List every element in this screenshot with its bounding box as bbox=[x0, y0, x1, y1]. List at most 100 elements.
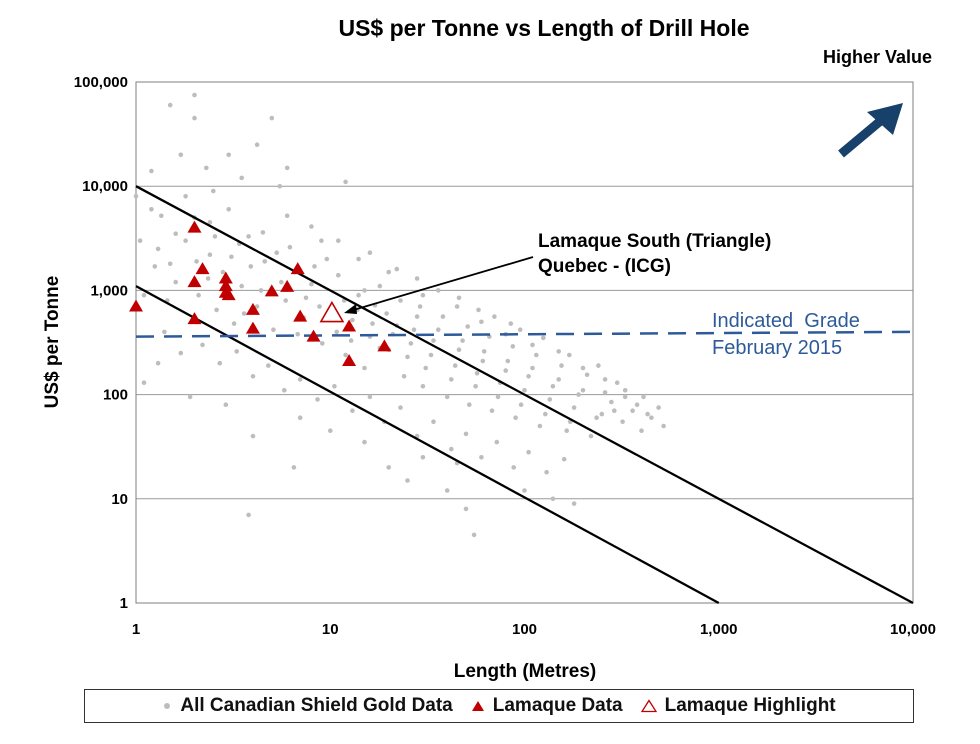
data-point bbox=[386, 269, 392, 275]
data-point bbox=[414, 276, 420, 281]
data-point bbox=[187, 394, 193, 400]
data-point bbox=[580, 365, 586, 371]
data-point bbox=[239, 175, 244, 181]
data-point bbox=[283, 298, 289, 303]
data-point bbox=[207, 220, 213, 225]
data-point bbox=[580, 388, 586, 393]
data-point bbox=[248, 264, 254, 269]
data-point bbox=[634, 402, 640, 408]
legend-item-lamaque-data: Lamaque Data bbox=[471, 695, 623, 717]
data-point bbox=[463, 506, 469, 512]
plot-area bbox=[135, 81, 914, 604]
data-point bbox=[602, 390, 608, 395]
y-tick-label: 1 bbox=[120, 595, 128, 612]
x-tick-labels: 1 10 100 1,000 10,000 bbox=[132, 621, 936, 638]
data-point bbox=[609, 399, 614, 405]
data-point bbox=[269, 115, 275, 121]
highlight-label-line-1: Lamaque South (Triangle) bbox=[538, 231, 771, 252]
data-point bbox=[312, 264, 317, 269]
data-point bbox=[350, 408, 355, 414]
data-point bbox=[476, 307, 481, 313]
data-point bbox=[398, 405, 403, 410]
data-point bbox=[454, 304, 460, 309]
data-point bbox=[510, 344, 516, 349]
data-point bbox=[614, 380, 620, 386]
data-point bbox=[223, 402, 229, 408]
data-point bbox=[320, 341, 325, 346]
data-point bbox=[420, 455, 426, 460]
gridlines bbox=[136, 185, 913, 500]
data-point bbox=[550, 384, 556, 389]
data-point bbox=[456, 295, 462, 301]
data-point bbox=[474, 371, 480, 376]
data-point bbox=[526, 449, 531, 455]
data-point bbox=[440, 314, 446, 319]
data-point bbox=[194, 259, 199, 264]
data-point bbox=[342, 354, 357, 367]
data-point bbox=[303, 295, 309, 301]
red-triangle-marker-icon bbox=[471, 701, 484, 711]
data-point bbox=[231, 321, 237, 326]
data-point bbox=[503, 368, 509, 373]
data-point bbox=[212, 234, 218, 239]
data-point bbox=[234, 349, 239, 354]
data-point bbox=[530, 342, 535, 348]
data-point bbox=[564, 428, 569, 434]
data-point bbox=[541, 335, 546, 341]
data-point bbox=[246, 512, 251, 518]
data-point bbox=[309, 224, 314, 229]
higher-value-arrow-icon bbox=[838, 103, 903, 158]
y-tick-label: 10 bbox=[111, 491, 128, 508]
data-point bbox=[367, 394, 373, 400]
data-point bbox=[137, 238, 143, 243]
data-point bbox=[428, 352, 434, 358]
legend-label: Lamaque Data bbox=[492, 695, 623, 716]
data-point bbox=[141, 380, 147, 386]
data-point bbox=[417, 304, 423, 309]
chart-title: US$ per Tonne vs Length of Drill Hole bbox=[338, 15, 749, 41]
data-point bbox=[178, 350, 184, 356]
data-point bbox=[480, 358, 486, 364]
higher-value-label: Higher Value bbox=[823, 47, 932, 67]
data-point bbox=[414, 314, 420, 319]
data-point bbox=[229, 254, 234, 260]
chart-legend: All Canadian Shield Gold Data Lamaque Da… bbox=[84, 689, 914, 723]
data-point bbox=[162, 329, 167, 335]
data-point bbox=[537, 423, 543, 429]
y-tick-labels: 1 10 100 1,000 10,000 100,000 bbox=[74, 74, 128, 612]
data-point bbox=[495, 394, 501, 400]
data-point bbox=[250, 433, 256, 439]
data-point bbox=[367, 250, 373, 255]
data-point bbox=[129, 299, 143, 312]
data-point bbox=[602, 377, 608, 382]
data-point bbox=[620, 419, 625, 425]
data-point bbox=[260, 230, 266, 235]
data-point bbox=[362, 439, 367, 445]
data-point bbox=[254, 142, 260, 147]
data-point bbox=[394, 266, 400, 272]
data-point bbox=[420, 292, 426, 298]
data-point bbox=[187, 275, 202, 288]
data-point bbox=[218, 271, 233, 284]
data-point bbox=[315, 397, 320, 402]
data-point bbox=[384, 311, 389, 316]
data-point bbox=[195, 262, 210, 275]
x-tick-label: 10 bbox=[322, 621, 339, 638]
data-point bbox=[149, 168, 154, 174]
data-point bbox=[192, 92, 197, 98]
data-point bbox=[513, 415, 518, 421]
data-point bbox=[245, 321, 260, 334]
data-point bbox=[192, 115, 197, 121]
data-point bbox=[398, 298, 403, 303]
data-point bbox=[350, 317, 355, 323]
data-point bbox=[324, 256, 330, 262]
data-point bbox=[630, 408, 635, 414]
data-point bbox=[423, 365, 429, 371]
data-point bbox=[494, 439, 500, 445]
data-point bbox=[239, 283, 244, 289]
y-tick-label: 10,000 bbox=[82, 178, 128, 195]
data-point bbox=[594, 415, 599, 421]
data-point bbox=[220, 269, 226, 275]
data-point bbox=[508, 321, 514, 326]
